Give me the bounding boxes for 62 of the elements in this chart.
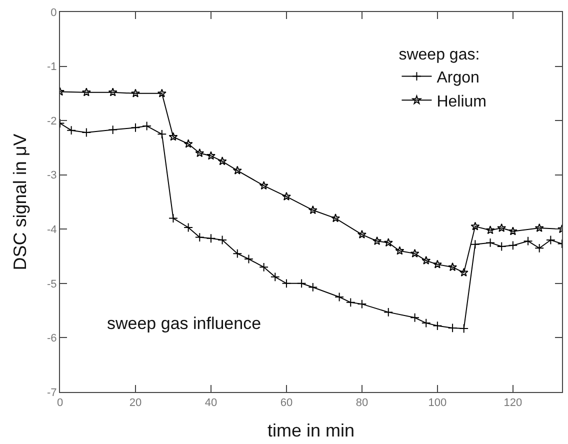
y-axis-title: DSC signal in μV [10, 134, 30, 270]
x-tick-label: 40 [204, 397, 218, 410]
point [184, 139, 193, 148]
y-tick-label: -1 [47, 61, 57, 74]
point [331, 214, 340, 222]
point [195, 148, 204, 158]
point [448, 262, 458, 272]
point [523, 236, 533, 246]
point [232, 248, 242, 258]
x-tick-label: 20 [129, 397, 142, 410]
point [534, 243, 544, 253]
legend-label: Argon [436, 70, 480, 87]
y-tick-label: -7 [47, 386, 57, 399]
point [206, 151, 216, 160]
point [459, 268, 468, 276]
legend-label: Helium [436, 93, 487, 110]
point [259, 262, 269, 272]
x-tick-label: 100 [428, 397, 447, 410]
annotation: sweep gas influence [107, 314, 262, 333]
point [470, 222, 480, 230]
point [108, 88, 118, 96]
point [194, 232, 204, 242]
point [508, 240, 518, 250]
point [282, 192, 291, 200]
point [282, 278, 292, 288]
point [357, 230, 366, 238]
point [372, 236, 382, 245]
point [534, 223, 544, 232]
y-tick-label: -5 [47, 278, 57, 290]
legend-title: sweep gas: [398, 46, 480, 64]
point [395, 246, 404, 255]
point [410, 248, 420, 258]
point [296, 278, 306, 288]
y-tick-label: -2 [47, 115, 57, 128]
point [157, 88, 166, 98]
point [410, 312, 420, 322]
x-tick-label: 60 [280, 397, 293, 410]
point [168, 132, 178, 141]
point [497, 223, 506, 232]
point [270, 272, 280, 282]
point [432, 260, 442, 268]
x-tick-label: 80 [356, 397, 368, 410]
x-axis-title: time in min [267, 420, 355, 440]
point [346, 298, 356, 308]
point [508, 226, 518, 236]
point [308, 205, 318, 214]
y-tick-label: -3 [47, 170, 57, 182]
point [422, 256, 431, 265]
point [218, 156, 227, 166]
y-tick-label: -6 [47, 332, 57, 345]
point [384, 238, 393, 247]
x-tick-label: 120 [504, 397, 522, 410]
point [82, 88, 91, 96]
point [259, 181, 268, 190]
y-tick-label: 0 [50, 6, 57, 19]
point [308, 282, 318, 292]
y-tick-label: -4 [47, 224, 57, 236]
point [131, 88, 140, 98]
point [486, 226, 495, 234]
point [157, 129, 167, 139]
point [232, 166, 242, 174]
point [384, 308, 394, 317]
